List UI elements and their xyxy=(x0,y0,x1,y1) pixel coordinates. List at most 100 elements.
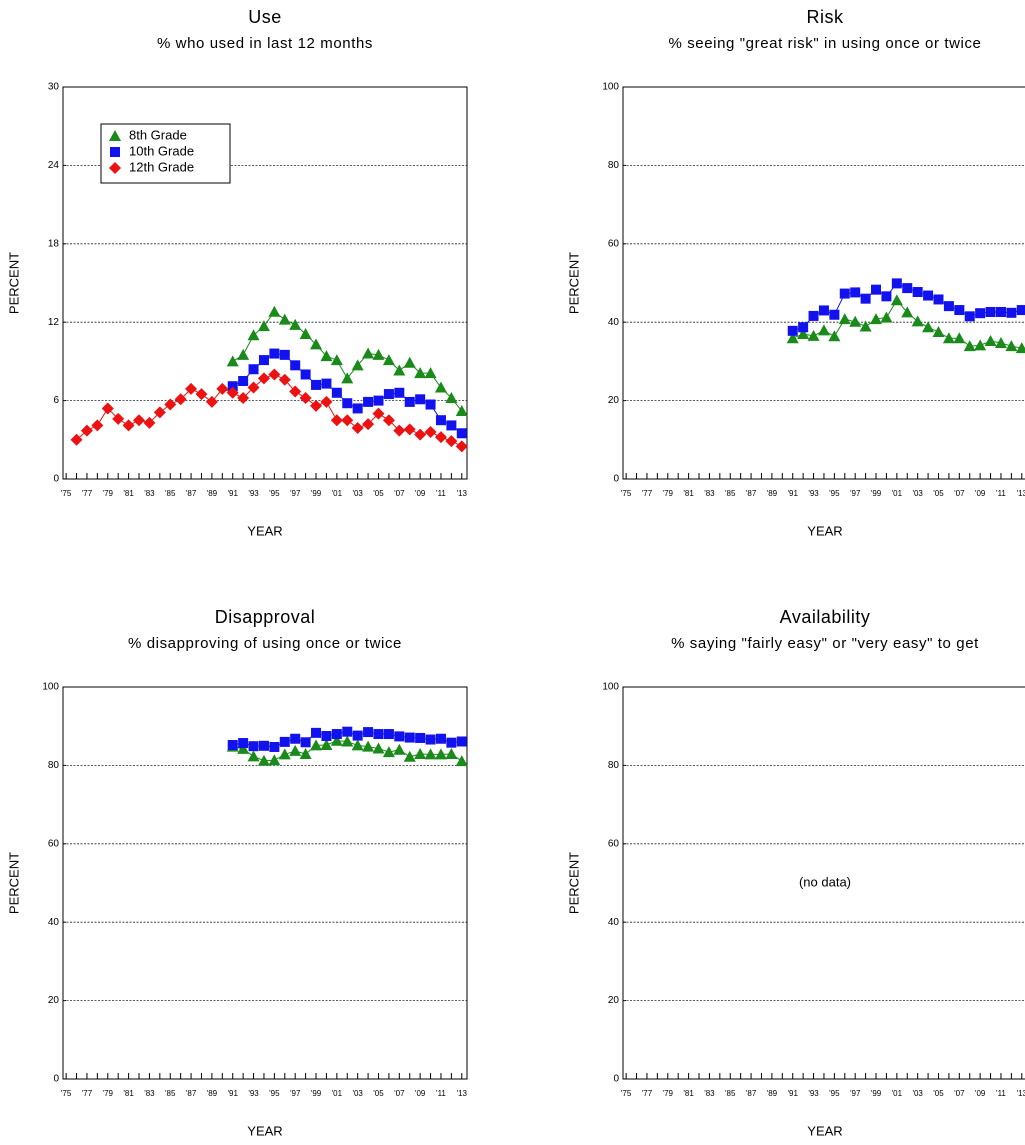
marker xyxy=(351,422,364,435)
marker xyxy=(859,320,872,332)
x-axis-label: YEAR xyxy=(807,1123,842,1138)
marker xyxy=(425,734,436,745)
marker xyxy=(435,733,446,744)
marker xyxy=(269,348,280,359)
marker xyxy=(237,742,250,754)
marker xyxy=(331,729,342,740)
marker xyxy=(446,737,457,748)
y-tick-label: 60 xyxy=(608,838,620,849)
x-tick-label: '85 xyxy=(165,489,176,498)
x-tick-label: '99 xyxy=(871,489,882,498)
x-tick-label: '87 xyxy=(186,1089,197,1098)
marker xyxy=(954,305,965,316)
marker xyxy=(425,399,436,410)
marker xyxy=(871,284,882,295)
y-tick-label: 6 xyxy=(53,395,59,406)
y-axis-label: PERCENT xyxy=(6,252,21,314)
x-tick-label: '95 xyxy=(269,1089,280,1098)
marker xyxy=(278,373,291,386)
x-tick-label: '11 xyxy=(996,489,1006,498)
marker xyxy=(787,325,798,336)
x-tick-label: '77 xyxy=(642,1089,653,1098)
marker xyxy=(434,748,447,760)
x-tick-label: '07 xyxy=(954,489,965,498)
x-tick-label: '09 xyxy=(975,1089,986,1098)
marker xyxy=(797,327,810,339)
plot-frame xyxy=(622,86,1025,480)
x-tick-label: '89 xyxy=(767,1089,778,1098)
marker xyxy=(808,310,819,321)
marker xyxy=(352,730,363,741)
plot-frame xyxy=(62,686,468,1080)
marker xyxy=(933,294,944,305)
x-tick-label: '89 xyxy=(767,489,778,498)
marker xyxy=(922,321,935,333)
legend-label: 12th Grade xyxy=(129,159,194,174)
marker xyxy=(975,308,986,319)
marker xyxy=(289,744,302,756)
marker xyxy=(394,731,405,742)
y-axis-label: PERCENT xyxy=(566,252,581,314)
y-tick-label: 40 xyxy=(608,317,620,328)
x-tick-label: '05 xyxy=(933,1089,944,1098)
x-tick-label: '93 xyxy=(808,489,819,498)
marker xyxy=(372,348,385,360)
x-tick-label: '87 xyxy=(746,1089,757,1098)
chart-title: Disapproval xyxy=(215,607,316,627)
marker xyxy=(382,414,395,427)
marker xyxy=(321,731,332,741)
x-tick-label: '77 xyxy=(642,489,653,498)
marker xyxy=(363,396,374,407)
x-tick-label: '11 xyxy=(996,1089,1006,1098)
marker xyxy=(415,732,426,743)
marker xyxy=(226,355,239,367)
y-tick-label: 40 xyxy=(48,917,60,928)
y-tick-label: 18 xyxy=(48,238,60,249)
marker xyxy=(278,313,291,325)
marker xyxy=(424,748,437,760)
x-tick-label: '83 xyxy=(144,489,155,498)
x-tick-label: '95 xyxy=(829,489,840,498)
marker xyxy=(289,318,302,330)
x-tick-label: '95 xyxy=(829,1089,840,1098)
y-tick-label: 100 xyxy=(602,682,619,693)
marker xyxy=(786,332,799,344)
marker xyxy=(112,412,125,425)
marker xyxy=(414,428,427,441)
series-line xyxy=(76,373,463,447)
marker xyxy=(1005,340,1018,352)
marker xyxy=(902,283,913,294)
marker xyxy=(238,376,249,386)
legend-marker xyxy=(109,162,121,174)
marker xyxy=(300,737,311,748)
x-tick-label: '83 xyxy=(704,489,715,498)
chart-panel: Disapproval % disapproving of using once … xyxy=(6,607,468,1138)
x-tick-label: '05 xyxy=(373,489,384,498)
marker xyxy=(290,733,301,744)
y-tick-label: 80 xyxy=(608,160,620,171)
y-tick-label: 12 xyxy=(48,317,60,328)
marker xyxy=(798,322,809,333)
marker xyxy=(870,313,883,325)
marker xyxy=(216,382,229,395)
marker xyxy=(342,398,353,409)
x-tick-label: '93 xyxy=(248,1089,259,1098)
chart-subtitle: % saying "fairly easy" or "very easy" to… xyxy=(671,635,979,652)
marker xyxy=(445,391,458,403)
legend-marker xyxy=(109,130,121,141)
plot-frame xyxy=(622,686,1025,1080)
marker xyxy=(849,315,862,327)
marker xyxy=(227,381,238,392)
x-tick-label: '97 xyxy=(850,489,861,498)
y-tick-label: 24 xyxy=(48,160,60,171)
marker xyxy=(901,306,914,318)
marker xyxy=(890,294,903,306)
x-tick-label: '81 xyxy=(683,1089,694,1098)
marker xyxy=(330,734,343,746)
marker xyxy=(807,329,820,341)
marker xyxy=(310,338,323,350)
marker xyxy=(269,741,280,752)
marker xyxy=(372,742,385,754)
marker xyxy=(91,419,104,432)
